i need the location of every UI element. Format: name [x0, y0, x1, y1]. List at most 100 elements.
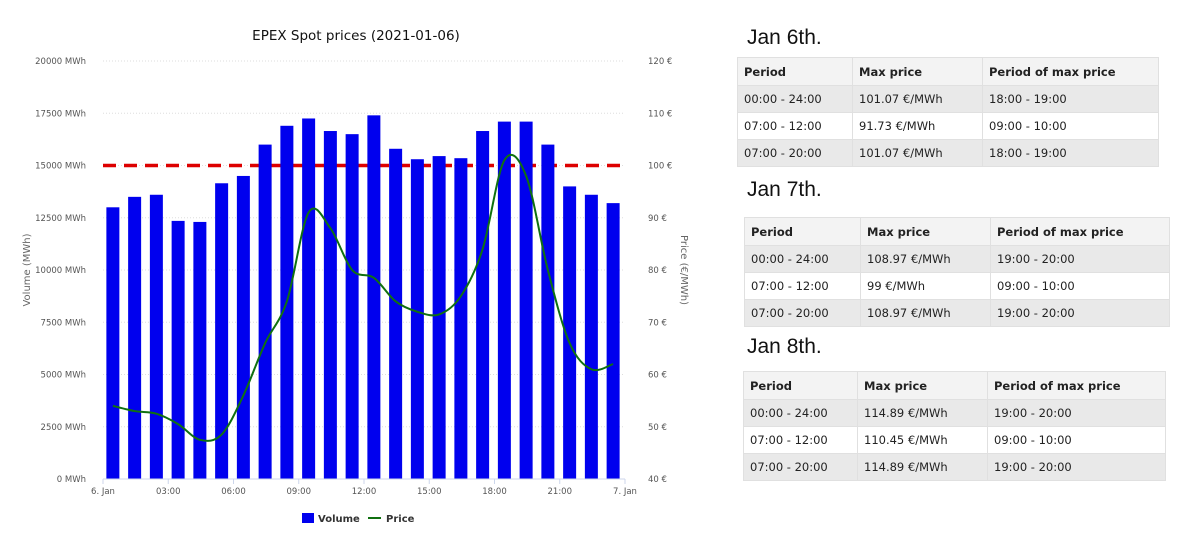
table-header-row: Period Max price Period of max price [743, 371, 1166, 400]
volume-bar [519, 121, 533, 480]
volume-bar [106, 207, 120, 480]
volume-bar [497, 121, 511, 480]
cell-period-of-max: 18:00 - 19:00 [982, 85, 1159, 113]
table-row: 07:00 - 20:00 101.07 €/MWh 18:00 - 19:00 [737, 139, 1159, 167]
volume-bar [193, 221, 207, 479]
table-header-row: Period Max price Period of max price [737, 57, 1159, 86]
legend-label-volume: Volume [318, 514, 360, 525]
volume-bar [606, 203, 620, 479]
table-header-row: Period Max price Period of max price [744, 217, 1170, 246]
y-tick-label: 7500 MWh [41, 318, 86, 328]
y-tick-label: 10000 MWh [35, 266, 86, 276]
table-row: 00:00 - 24:00 108.97 €/MWh 19:00 - 20:00 [744, 245, 1170, 273]
y2-tick-label: 70 € [648, 318, 667, 328]
y-tick-label: 20000 MWh [35, 57, 86, 67]
legend-swatch-volume [302, 513, 314, 523]
legend-label-price: Price [386, 514, 415, 525]
x-tick-label: 7. Jan [613, 487, 637, 497]
cell-period: 07:00 - 12:00 [737, 112, 853, 140]
price-series-line [112, 154, 614, 442]
y2-tick-label: 90 € [648, 214, 667, 224]
table-row: 00:00 - 24:00 114.89 €/MWh 19:00 - 20:00 [743, 399, 1166, 427]
table-row: 07:00 - 12:00 99 €/MWh 09:00 - 10:00 [744, 272, 1170, 300]
header-max-price: Max price [860, 217, 991, 246]
volume-bar [302, 118, 316, 479]
y-tick-label: 15000 MWh [35, 162, 86, 172]
cell-period-of-max: 19:00 - 20:00 [987, 399, 1166, 427]
cell-period: 07:00 - 20:00 [737, 139, 853, 167]
price-table-jan7: Period Max price Period of max price 00:… [744, 217, 1170, 327]
x-axis-ticks: 6. Jan 03:00 06:00 09:00 12:00 15:00 18:00 21:0… [91, 487, 637, 497]
volume-bar [236, 175, 250, 479]
header-period-of-max: Period of max price [982, 57, 1159, 86]
x-tick-label: 21:00 [548, 487, 573, 497]
y2-tick-label: 120 € [648, 57, 672, 67]
y2-tick-label: 110 € [648, 109, 672, 119]
volume-bar [171, 220, 185, 479]
table-row: 07:00 - 12:00 91.73 €/MWh 09:00 - 10:00 [737, 112, 1159, 140]
y-axis-label: Volume (MWh) [22, 233, 33, 306]
header-period: Period [744, 217, 861, 246]
y2-tick-label: 50 € [648, 423, 667, 433]
volume-bar [215, 183, 229, 479]
y-axis-ticks: 0 MWh 2500 MWh 5000 MWh 7500 MWh 10000 MWh 12… [35, 57, 86, 485]
y2-axis-label: Price (€/MWh) [678, 235, 689, 305]
x-tick-label: 09:00 [287, 487, 312, 497]
volume-bar [323, 131, 337, 479]
y-tick-label: 0 MWh [57, 475, 86, 485]
volume-bar [476, 131, 490, 479]
table-row: 07:00 - 20:00 114.89 €/MWh 19:00 - 20:00 [743, 453, 1166, 481]
cell-period-of-max: 09:00 - 10:00 [982, 112, 1159, 140]
y-tick-label: 17500 MWh [35, 109, 86, 119]
cell-max-price: 114.89 €/MWh [857, 399, 988, 427]
cell-period: 07:00 - 12:00 [744, 272, 861, 300]
volume-bar [410, 159, 424, 480]
cell-period-of-max: 19:00 - 20:00 [990, 245, 1170, 273]
cell-period-of-max: 19:00 - 20:00 [987, 453, 1166, 481]
y2-axis-ticks: 40 € 50 € 60 € 70 € 80 € 90 € 100 € 110 € 120 € [648, 57, 672, 485]
table-row: 00:00 - 24:00 101.07 €/MWh 18:00 - 19:00 [737, 85, 1159, 113]
volume-bar [432, 156, 446, 479]
cell-period-of-max: 19:00 - 20:00 [990, 299, 1170, 327]
volume-bar [454, 158, 468, 479]
y-tick-label: 12500 MWh [35, 214, 86, 224]
chart-legend: Volume Price [302, 513, 415, 525]
volume-bars [106, 115, 620, 480]
volume-bar [389, 148, 403, 479]
y-tick-label: 5000 MWh [41, 371, 86, 381]
cell-max-price: 110.45 €/MWh [857, 426, 988, 454]
cell-period-of-max: 09:00 - 10:00 [987, 426, 1166, 454]
volume-bar [367, 115, 381, 479]
day-title-jan6: Jan 6th. [747, 26, 822, 49]
volume-bar [563, 186, 577, 479]
volume-bar [128, 196, 142, 479]
header-period: Period [737, 57, 853, 86]
cell-max-price: 108.97 €/MWh [860, 245, 991, 273]
cell-period: 00:00 - 24:00 [743, 399, 858, 427]
day-title-jan7: Jan 7th. [747, 178, 822, 201]
cell-period: 00:00 - 24:00 [737, 85, 853, 113]
x-tick-label: 03:00 [156, 487, 181, 497]
cell-period-of-max: 09:00 - 10:00 [990, 272, 1170, 300]
volume-bar [149, 194, 163, 479]
cell-period: 07:00 - 20:00 [743, 453, 858, 481]
header-max-price: Max price [857, 371, 988, 400]
axes [102, 478, 626, 484]
x-tick-label: 15:00 [417, 487, 442, 497]
header-max-price: Max price [852, 57, 983, 86]
epex-chart: EPEX Spot prices (2021-01-06) 0 MWh 2500 … [22, 28, 689, 525]
cell-period-of-max: 18:00 - 19:00 [982, 139, 1159, 167]
header-period-of-max: Period of max price [987, 371, 1166, 400]
cell-max-price: 114.89 €/MWh [857, 453, 988, 481]
volume-bar [345, 134, 359, 479]
x-tick-label: 06:00 [221, 487, 246, 497]
table-row: 07:00 - 20:00 108.97 €/MWh 19:00 - 20:00 [744, 299, 1170, 327]
day-title-jan8: Jan 8th. [747, 335, 822, 358]
cell-max-price: 108.97 €/MWh [860, 299, 991, 327]
y2-tick-label: 60 € [648, 371, 667, 381]
y-tick-label: 2500 MWh [41, 423, 86, 433]
x-tick-label: 18:00 [482, 487, 507, 497]
cell-max-price: 101.07 €/MWh [852, 139, 983, 167]
cell-period: 00:00 - 24:00 [744, 245, 861, 273]
cell-max-price: 101.07 €/MWh [852, 85, 983, 113]
